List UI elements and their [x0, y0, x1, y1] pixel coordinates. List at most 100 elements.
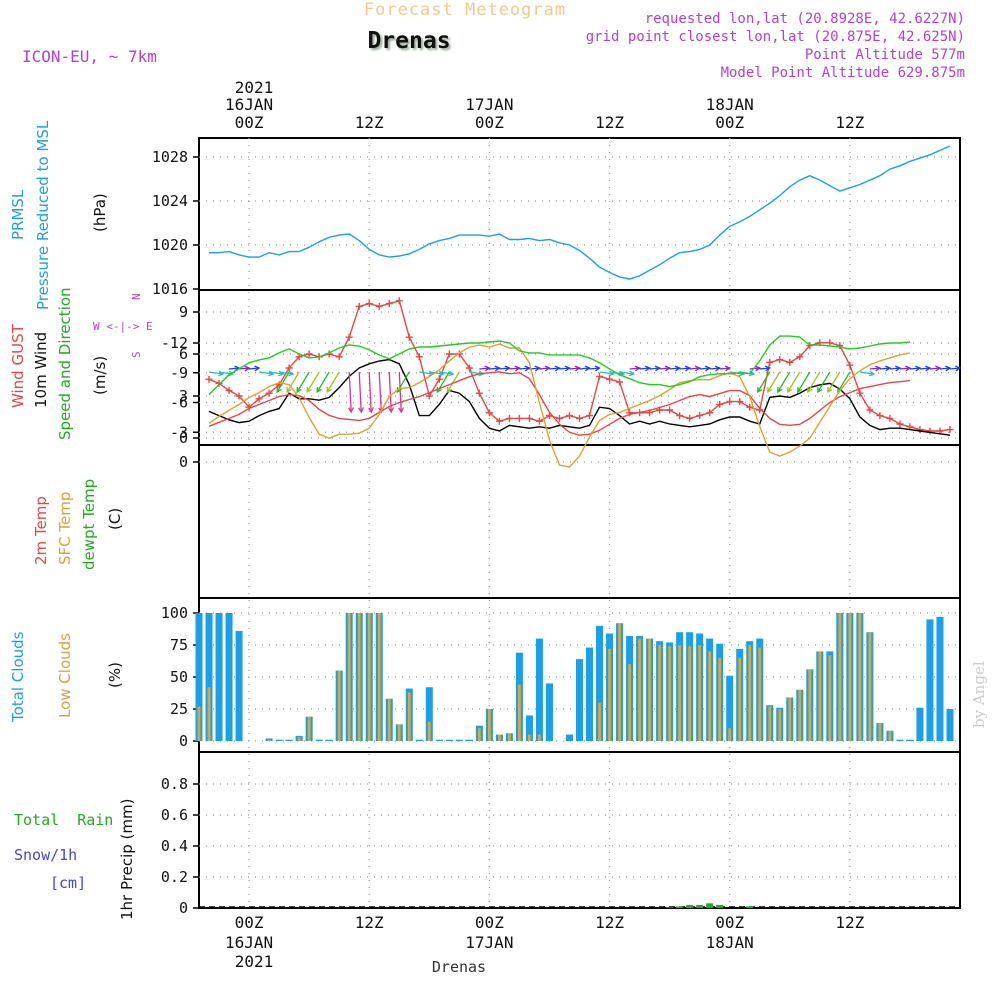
wind-dir-arrowhead — [296, 386, 302, 394]
wind-dir-arrow — [269, 371, 284, 375]
y-axes: 101610201024102803690-3-6-9-120255075100… — [152, 148, 199, 917]
pct-label: (%) — [106, 662, 124, 688]
low-cloud-bar — [508, 733, 511, 741]
total-cloud-bar — [225, 613, 233, 741]
wind-dir-arrowhead — [694, 365, 701, 372]
gust-marker — [445, 350, 453, 358]
gust-marker — [666, 406, 674, 414]
wind-dir-arrow — [419, 371, 434, 375]
wind-dir-arrowhead — [945, 365, 952, 372]
wind-dir-arrowhead — [254, 365, 261, 372]
rain-bar — [696, 904, 704, 908]
top-tick-label-1: 12Z — [355, 113, 384, 132]
gust-marker — [676, 412, 684, 420]
compass-n: N — [130, 293, 143, 300]
rain-bar — [686, 904, 694, 908]
gust-marker — [916, 426, 924, 434]
ytick-label-4-2: 0.4 — [161, 837, 188, 855]
gust-marker — [375, 302, 383, 310]
low-clouds-label: Low Clouds — [56, 633, 74, 718]
wind-dir-arrow — [286, 371, 300, 393]
panel-frame-0 — [198, 137, 961, 291]
sfc-label: SFC Temp — [56, 492, 74, 565]
c-label: (C) — [106, 508, 124, 530]
ytick-label-1-3: 9 — [179, 303, 188, 321]
wind-dir-arrowhead — [764, 365, 772, 372]
wind-dir-arrow — [276, 371, 290, 393]
ytick-label-1-0: 0 — [179, 429, 188, 447]
gust-marker — [305, 350, 313, 358]
low-cloud-bar — [628, 664, 631, 741]
precip-labels: Total Rain Snow/1h [cm] 1hr Precip (mm) — [14, 799, 136, 920]
wind-dir-arrowhead — [244, 365, 251, 372]
wind-dir-arrow — [629, 367, 640, 370]
wind-dir-arrow — [559, 367, 570, 370]
wind-dir-arrow — [879, 367, 890, 370]
wind-dir-arrow — [539, 367, 550, 370]
total-cloud-bar — [275, 739, 283, 741]
cm-label: [cm] — [50, 874, 86, 892]
wind-dir-arrow — [279, 371, 294, 375]
precip-axis-label: 1hr Precip (mm) — [118, 799, 136, 920]
wind-dir-arrowhead — [514, 365, 521, 372]
gust-label: Wind GUST — [9, 323, 27, 408]
wind-dir-arrowhead — [448, 370, 455, 377]
bottom-tick-label-0: 00Z — [235, 913, 264, 932]
low-cloud-bar — [698, 645, 702, 741]
total-cloud-bar — [235, 630, 243, 741]
total-cloud-bar — [315, 739, 323, 741]
total-cloud-bar — [325, 739, 333, 741]
total-cloud-bar — [215, 613, 223, 741]
top-tick-label-5: 12Z — [835, 113, 864, 132]
cloud-labels: Total Clouds Low Clouds (%) — [9, 631, 124, 723]
low-cloud-bar — [347, 613, 351, 741]
low-cloud-bar — [678, 645, 682, 741]
rain-label: Total Rain — [14, 811, 113, 829]
low-cloud-bar — [367, 613, 371, 741]
low-cloud-bar — [858, 613, 862, 741]
total-cloud-bar — [565, 734, 573, 741]
wind-dir-arrow — [939, 367, 951, 370]
wind-dir-arrow — [378, 371, 382, 413]
wind-dir-arrow — [719, 367, 730, 370]
gust-line — [208, 299, 951, 432]
wind-dir-arrowhead — [817, 386, 823, 394]
gust-marker — [706, 409, 714, 417]
ytick-label-4-0: 0 — [179, 899, 188, 917]
wind-dir-arrow — [889, 367, 900, 370]
wind-dir-arrow — [659, 367, 670, 370]
watermark: by Angel — [970, 661, 988, 728]
grid-lines — [199, 138, 960, 908]
wind-dir-arrow — [817, 371, 831, 393]
gust-marker — [345, 333, 353, 341]
compass-s: S — [130, 351, 143, 358]
low-cloud-bar — [427, 721, 431, 741]
top-tick-date-4: 18JAN — [706, 95, 754, 114]
ytick-label-2-1: -3 — [170, 423, 188, 441]
low-cloud-bar — [337, 670, 341, 741]
wind-dir-arrowhead — [306, 386, 312, 394]
gust-marker — [856, 389, 864, 397]
temp-labels: 2m Temp SFC Temp dewpt Temp (C) — [32, 479, 124, 570]
low-cloud-bar — [648, 638, 651, 741]
wind-dir-arrow — [787, 371, 801, 393]
gust-marker — [285, 364, 293, 372]
gust-marker — [495, 417, 503, 425]
low-cloud-bar — [838, 613, 842, 741]
low-cloud-bar — [718, 657, 722, 741]
gust-marker — [826, 339, 834, 347]
ytick-label-3-3: 75 — [170, 636, 188, 654]
bottom-tick-date-2: 17JAN — [465, 933, 513, 952]
wind-dir-arrowhead — [654, 365, 661, 372]
gust-marker — [485, 409, 493, 417]
wind-dir-arrow — [777, 371, 791, 393]
wind-dir-arrow — [767, 371, 781, 393]
low-cloud-bar — [658, 645, 662, 741]
wind-dir-arrowhead — [286, 386, 292, 394]
ms-label: (m/s) — [91, 356, 109, 395]
wind-dir-arrow — [699, 367, 710, 370]
gust-marker — [335, 353, 343, 361]
total-cloud-bar — [586, 647, 594, 741]
